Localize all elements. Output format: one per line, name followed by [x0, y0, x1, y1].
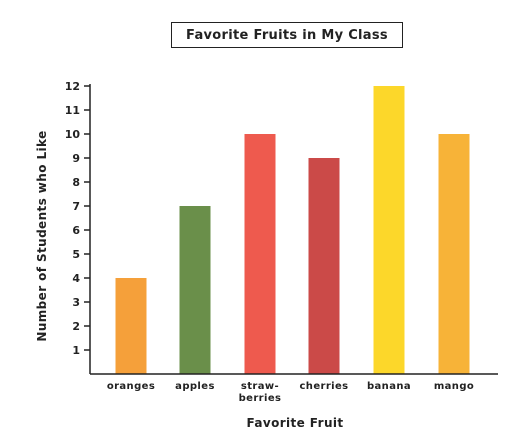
- y-tick-label: 12: [65, 80, 80, 93]
- x-ticks-group: oranges apples straw-berries cherries banana…: [107, 381, 474, 404]
- bars-group: [115, 86, 470, 374]
- bar-cherries: [308, 158, 340, 374]
- x-tick-label: straw-berries: [239, 381, 282, 404]
- x-tick-label: apples: [175, 381, 215, 392]
- x-tick-label: oranges: [107, 381, 155, 392]
- bar-apples: [179, 206, 211, 374]
- bar-mango: [438, 134, 470, 374]
- bar-strawberries: [244, 134, 276, 374]
- x-axis-label: Favorite Fruit: [246, 416, 344, 430]
- bar-oranges: [115, 278, 147, 374]
- y-tick-label: 8: [72, 176, 80, 189]
- y-tick-label: 6: [72, 224, 80, 237]
- chart-title: Favorite Fruits in My Class: [171, 22, 403, 48]
- x-tick-label: cherries: [299, 381, 348, 392]
- y-tick-label: 4: [72, 272, 80, 285]
- y-tick-label: 7: [72, 200, 80, 213]
- y-tick-label: 5: [72, 248, 80, 261]
- y-tick-label: 1: [72, 344, 80, 357]
- y-tick-label: 3: [72, 296, 80, 309]
- bar-banana: [373, 86, 405, 374]
- x-tick-label: mango: [434, 381, 474, 392]
- y-tick-label: 9: [72, 152, 80, 165]
- y-tick-label: 11: [65, 104, 80, 117]
- x-tick-label: banana: [367, 381, 411, 392]
- y-tick-label: 10: [65, 128, 81, 141]
- y-tick-label: 2: [72, 320, 80, 333]
